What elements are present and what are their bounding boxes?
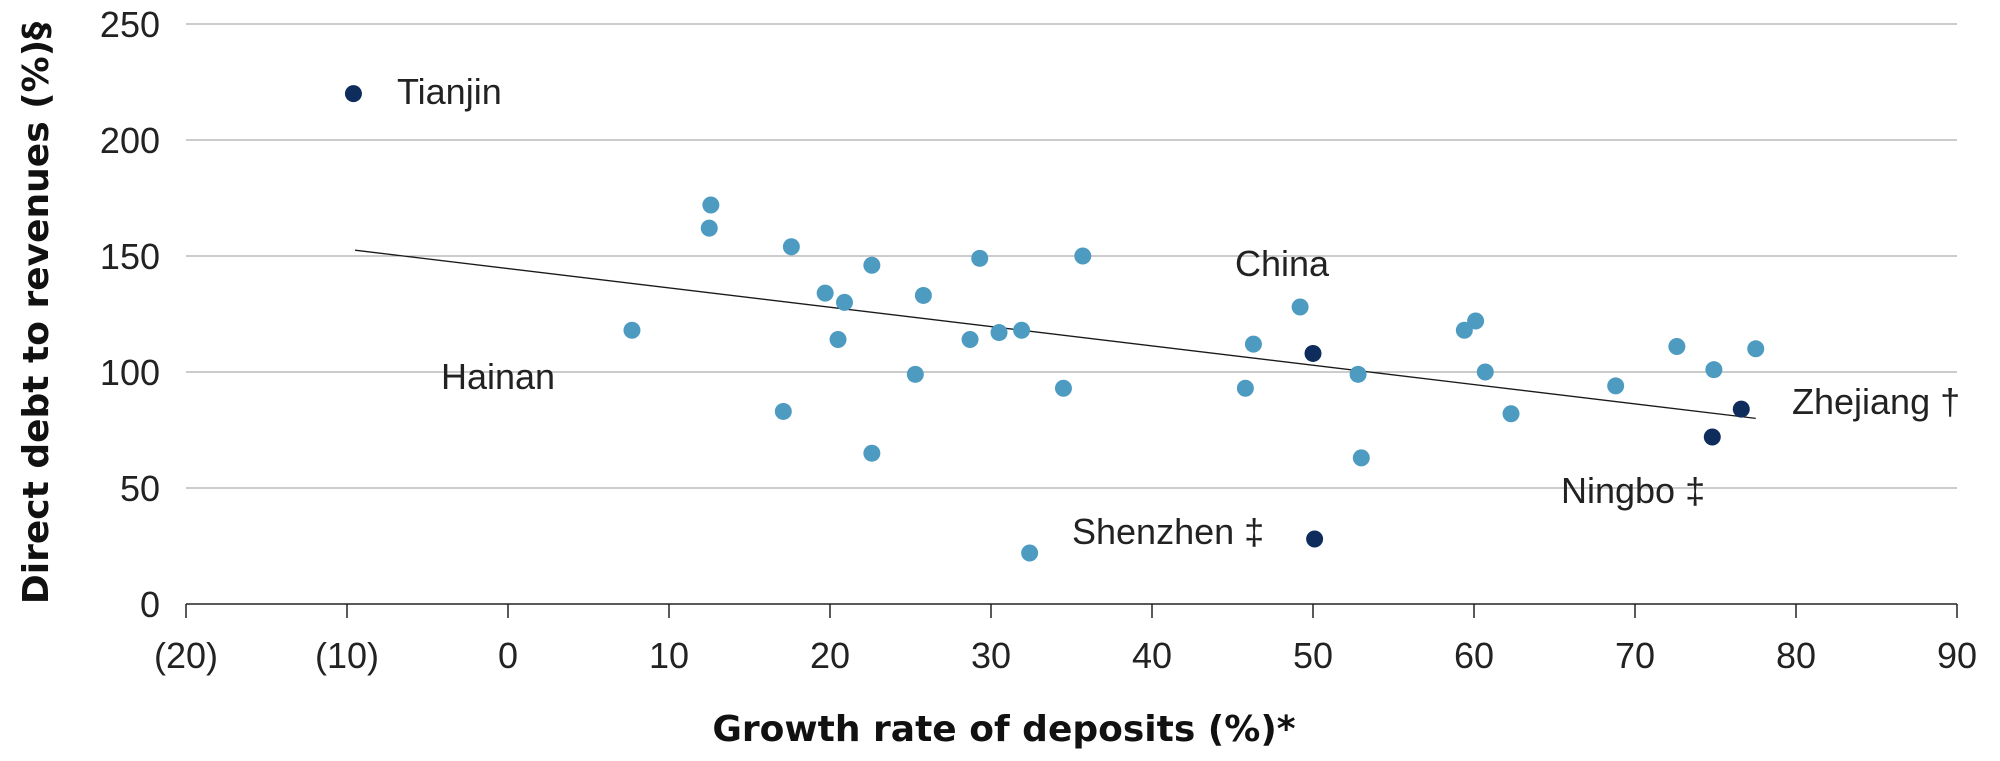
data-point: [1747, 340, 1765, 358]
x-axis-title: Growth rate of deposits (%)*: [712, 709, 1295, 750]
y-axis-title: Direct debt to revenues (%)§: [16, 22, 57, 604]
data-point: [1021, 544, 1039, 562]
data-point: [1074, 247, 1092, 265]
data-point: [1668, 337, 1686, 355]
y-axis-ticks: 0 50 100 150 200 250: [100, 4, 160, 625]
data-point: [816, 284, 834, 302]
data-point: [702, 196, 720, 214]
data-point: [1291, 298, 1309, 316]
x-tick-label: 10: [649, 635, 689, 676]
data-point: [1607, 377, 1625, 395]
data-point: [829, 331, 847, 349]
x-tick-label: 60: [1454, 635, 1494, 676]
data-point: [990, 324, 1008, 342]
data-point-highlighted: [344, 85, 362, 103]
x-tick-label: 70: [1615, 635, 1655, 676]
annotation-china: China: [1235, 243, 1330, 284]
data-point: [914, 286, 932, 304]
x-tick-label: 20: [810, 635, 850, 676]
data-point: [782, 238, 800, 256]
data-point: [1455, 321, 1473, 339]
annotation-shenzhen: Shenzhen ‡: [1072, 511, 1264, 552]
data-point: [1705, 361, 1723, 379]
x-tick-label: 40: [1132, 635, 1172, 676]
data-point: [1352, 449, 1370, 467]
x-tick-label: 90: [1937, 635, 1977, 676]
data-point: [1244, 335, 1262, 353]
data-point: [1502, 405, 1520, 423]
data-point: [1236, 379, 1254, 397]
point-annotations: Tianjin Hainan China Shenzhen ‡ Zhejiang…: [397, 71, 1960, 552]
y-tick-label: 150: [100, 236, 160, 277]
x-tick-label: (20): [154, 635, 218, 676]
y-tick-label: 250: [100, 4, 160, 45]
data-point: [863, 444, 881, 462]
x-tick-label: 30: [971, 635, 1011, 676]
data-point: [906, 365, 924, 383]
data-point-highlighted: [1732, 400, 1750, 418]
data-point: [1349, 365, 1367, 383]
data-point: [700, 219, 718, 237]
data-point: [623, 321, 641, 339]
data-point-highlighted: [1703, 428, 1721, 446]
x-axis-ticks: (20) (10) 0 10 20 30 40 50 60 70 80 90: [154, 604, 1977, 676]
y-tick-label: 50: [120, 468, 160, 509]
x-tick-label: 80: [1776, 635, 1816, 676]
annotation-hainan: Hainan: [441, 356, 555, 397]
y-tick-label: 0: [140, 584, 160, 625]
data-point: [774, 402, 792, 420]
x-tick-label: (10): [315, 635, 379, 676]
annotation-tianjin: Tianjin: [397, 71, 502, 112]
x-tick-label: 0: [498, 635, 518, 676]
y-tick-label: 200: [100, 120, 160, 161]
data-point-highlighted: [1304, 344, 1322, 362]
data-point: [835, 293, 853, 311]
trend-line: [354, 249, 1756, 420]
y-tick-label: 100: [100, 352, 160, 393]
data-points: [344, 85, 1765, 562]
data-point-highlighted: [1306, 530, 1324, 548]
data-point: [961, 331, 979, 349]
data-point: [971, 249, 989, 267]
annotation-zhejiang: Zhejiang †: [1792, 381, 1960, 422]
data-point: [1013, 321, 1031, 339]
data-point: [1476, 363, 1494, 381]
grid-lines: [186, 23, 1957, 489]
x-tick-label: 50: [1293, 635, 1333, 676]
data-point: [1054, 379, 1072, 397]
annotation-ningbo: Ningbo ‡: [1561, 470, 1705, 511]
data-point: [1467, 312, 1485, 330]
data-point: [863, 256, 881, 274]
